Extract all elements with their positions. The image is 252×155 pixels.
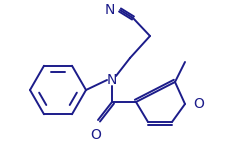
Text: N: N [104, 3, 115, 17]
Text: O: O [192, 97, 203, 111]
Text: N: N [106, 73, 117, 87]
Text: O: O [90, 128, 101, 142]
